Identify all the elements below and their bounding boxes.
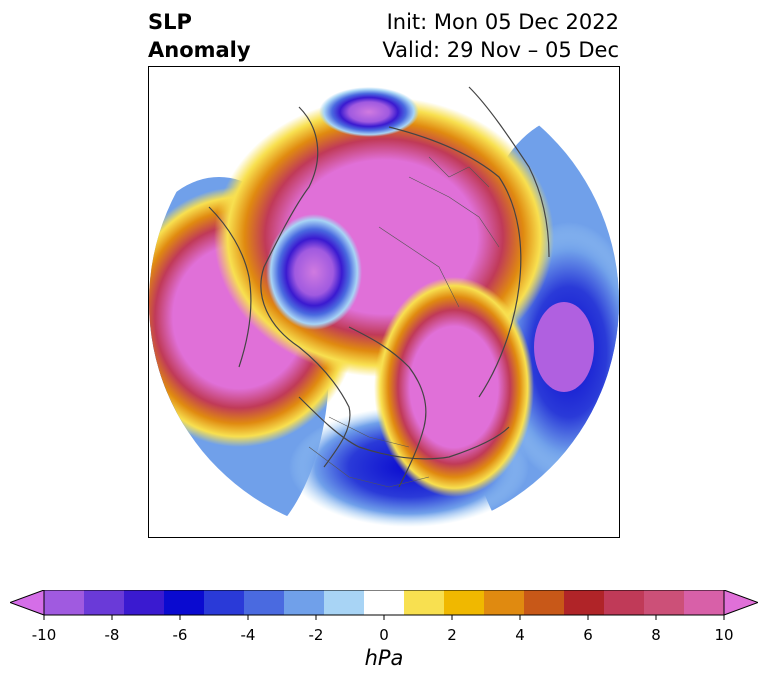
- colorbar-tick-label: -6: [172, 626, 188, 644]
- colorbar-segment: [364, 590, 405, 615]
- borders: [308, 156, 500, 488]
- anomaly-negative-barents: [319, 87, 419, 137]
- colorbar-segment: [244, 590, 285, 615]
- anomaly-negative-north-atlantic: [266, 214, 362, 330]
- colorbar-tick-label: -8: [104, 626, 120, 644]
- colorbar-segments: [44, 590, 725, 615]
- colorbar-segment: [684, 590, 725, 615]
- map-subtitle: Init: Mon 05 Dec 2022 Valid: 29 Nov – 05…: [382, 8, 619, 64]
- colorbar-segment: [84, 590, 125, 615]
- colorbar-segment: [564, 590, 605, 615]
- title-field-line1: SLP: [148, 10, 192, 34]
- colorbar-tick-label: 4: [515, 626, 525, 644]
- colorbar-tick-label: 6: [583, 626, 593, 644]
- polar-map-svg: [149, 67, 619, 537]
- colorbar-tick-label: 10: [714, 626, 734, 644]
- title-field-line2: Anomaly: [148, 38, 251, 62]
- colorbar: [10, 590, 758, 620]
- colorbar-segment: [644, 590, 685, 615]
- colorbar-segment: [524, 590, 565, 615]
- polar-map: [148, 66, 620, 538]
- colorbar-segment: [404, 590, 445, 615]
- colorbar-segment: [284, 590, 325, 615]
- colorbar-tick-label: 8: [651, 626, 661, 644]
- colorbar-tick-label: -4: [240, 626, 256, 644]
- colorbar-segment: [444, 590, 485, 615]
- anomaly-negative-east-core: [534, 302, 594, 392]
- colorbar-tick-label: 2: [447, 626, 457, 644]
- colorbar-segment: [204, 590, 245, 615]
- colorbar-segment: [324, 590, 365, 615]
- colorbar-segment: [124, 590, 165, 615]
- map-title: SLP Anomaly: [148, 8, 251, 64]
- colorbar-ticks: [43, 615, 725, 620]
- colorbar-tick-label: 0: [379, 626, 389, 644]
- colorbar-unit: hPa: [364, 646, 404, 670]
- colorbar-extend-right: [723, 590, 758, 616]
- valid-period: Valid: 29 Nov – 05 Dec: [382, 38, 619, 62]
- colorbar-segment: [164, 590, 205, 615]
- colorbar-tick-label: -2: [308, 626, 324, 644]
- init-date: Init: Mon 05 Dec 2022: [386, 10, 619, 34]
- coastlines: [208, 86, 550, 488]
- colorbar-segment: [484, 590, 525, 615]
- colorbar-tick-label: -10: [31, 626, 57, 644]
- anomaly-positive-greenland: [374, 277, 534, 497]
- colorbar-segment: [604, 590, 645, 615]
- colorbar-extend-left: [10, 590, 45, 616]
- colorbar-segment: [44, 590, 85, 615]
